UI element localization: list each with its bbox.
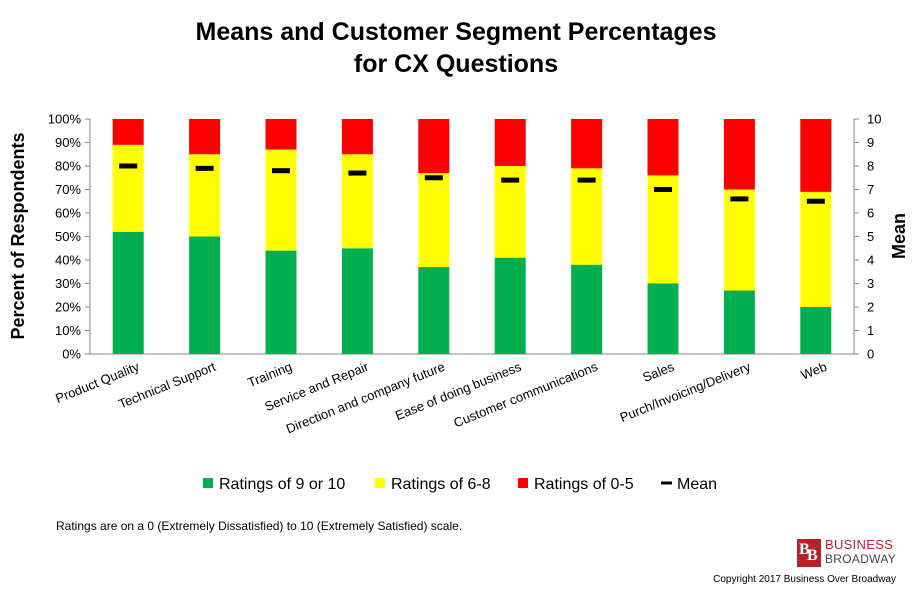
footnote: Ratings are on a 0 (Extremely Dissatisfi…: [56, 519, 463, 533]
y-tick-label: 50%: [55, 229, 81, 244]
y2-tick-label: 7: [867, 182, 874, 197]
y-tick-label: 30%: [55, 276, 81, 291]
y2-tick-label: 8: [867, 159, 874, 174]
chart-title-line2: for CX Questions: [354, 50, 558, 78]
y2-tick-label: 4: [867, 253, 874, 268]
category-label: Sales: [640, 359, 676, 385]
y2-tick-label: 2: [867, 300, 874, 315]
category-label: Web: [799, 359, 829, 383]
y-tick-label: 100%: [48, 112, 82, 127]
bar-segment: [418, 119, 450, 174]
bar-segment: [265, 149, 297, 251]
mean-marker: [272, 168, 290, 174]
bar-segment: [265, 250, 297, 354]
mean-marker: [424, 175, 443, 181]
bar-segment: [494, 119, 526, 166]
category-label: Customer communications: [451, 359, 600, 431]
bar-segment: [800, 191, 832, 307]
y-tick-label: 40%: [55, 253, 81, 268]
bar-segment: [723, 189, 755, 291]
legend-swatch: [375, 478, 385, 488]
bar-segment: [189, 119, 221, 155]
bar-segment: [341, 248, 373, 354]
y-tick-label: 10%: [55, 323, 81, 338]
bar-segment: [112, 119, 144, 145]
bar-segment: [341, 119, 373, 155]
mean-marker: [577, 177, 596, 183]
y-tick-label: 0%: [62, 347, 81, 362]
y2-tick-label: 0: [867, 347, 874, 362]
bar-segment: [723, 290, 755, 354]
legend-label: Mean: [677, 476, 717, 493]
legend-swatch: [661, 481, 672, 485]
y2-tick-label: 5: [867, 229, 874, 244]
legend-label: Ratings of 6-8: [391, 476, 491, 493]
bar-segment: [494, 257, 526, 354]
mean-markers: [119, 163, 825, 204]
legend-swatch: [518, 478, 528, 488]
y2-tick-label: 9: [867, 135, 874, 150]
bar-groups: [112, 119, 832, 354]
logo-wordmark: BUSINESS BROADWAY: [825, 537, 897, 567]
y-tick-label: 60%: [55, 206, 81, 221]
y-axis-ticks: 0% 10% 20% 30% 40% 50% 60% 70% 80% 90% 100%: [48, 112, 90, 362]
bar-segment: [189, 236, 221, 354]
bar-segment: [418, 173, 450, 268]
y2-tick-label: 3: [867, 276, 874, 291]
y-axis-title: Percent of Respondents: [8, 132, 28, 339]
bar-segment: [800, 307, 832, 354]
bar-segment: [265, 119, 297, 150]
bar-segment: [800, 119, 832, 192]
bar-segment: [571, 119, 603, 169]
category-label: Purch/Invoicing/Delivery: [618, 359, 753, 425]
bar-segment: [418, 267, 450, 354]
mean-marker: [806, 198, 825, 204]
bar-segment: [112, 144, 144, 232]
y-tick-label: 80%: [55, 159, 81, 174]
bar-segment: [112, 231, 144, 354]
bar-segment: [647, 175, 679, 284]
y2-tick-label: 1: [867, 323, 874, 338]
bar-segment: [723, 119, 755, 190]
mean-marker: [501, 177, 520, 183]
logo-word-1: BUSINESS: [825, 537, 894, 552]
legend-swatch: [203, 478, 213, 488]
legend: Ratings of 9 or 10 Ratings of 6-8 Ratings …: [203, 476, 717, 493]
y2-axis-ticks: 0 1 2 3 4 5 6 7 8 9 10: [854, 112, 881, 362]
y2-tick-label: 6: [867, 206, 874, 221]
legend-label: Ratings of 9 or 10: [219, 476, 345, 493]
bar-segment: [647, 283, 679, 354]
logo-word-2: BROADWAY: [825, 552, 897, 566]
mean-marker: [654, 187, 672, 192]
y2-axis-title: Mean: [889, 213, 909, 259]
category-label: Training: [245, 359, 294, 390]
legend-label: Ratings of 0-5: [534, 476, 634, 493]
chart-title-line1: Means and Customer Segment Percentages: [196, 18, 717, 46]
bar-segment: [341, 154, 373, 249]
mean-marker: [195, 165, 214, 171]
y2-tick-label: 10: [867, 112, 881, 127]
y-tick-label: 90%: [55, 135, 81, 150]
bar-segment: [647, 119, 679, 176]
y-tick-label: 20%: [55, 300, 81, 315]
y-tick-label: 70%: [55, 182, 81, 197]
mean-marker: [119, 163, 138, 169]
bar-segment: [571, 264, 603, 354]
copyright: Copyright 2017 Business Over Broadway: [713, 574, 896, 585]
mean-marker: [730, 196, 749, 202]
bar-segment: [571, 168, 603, 265]
mean-marker: [348, 170, 367, 176]
